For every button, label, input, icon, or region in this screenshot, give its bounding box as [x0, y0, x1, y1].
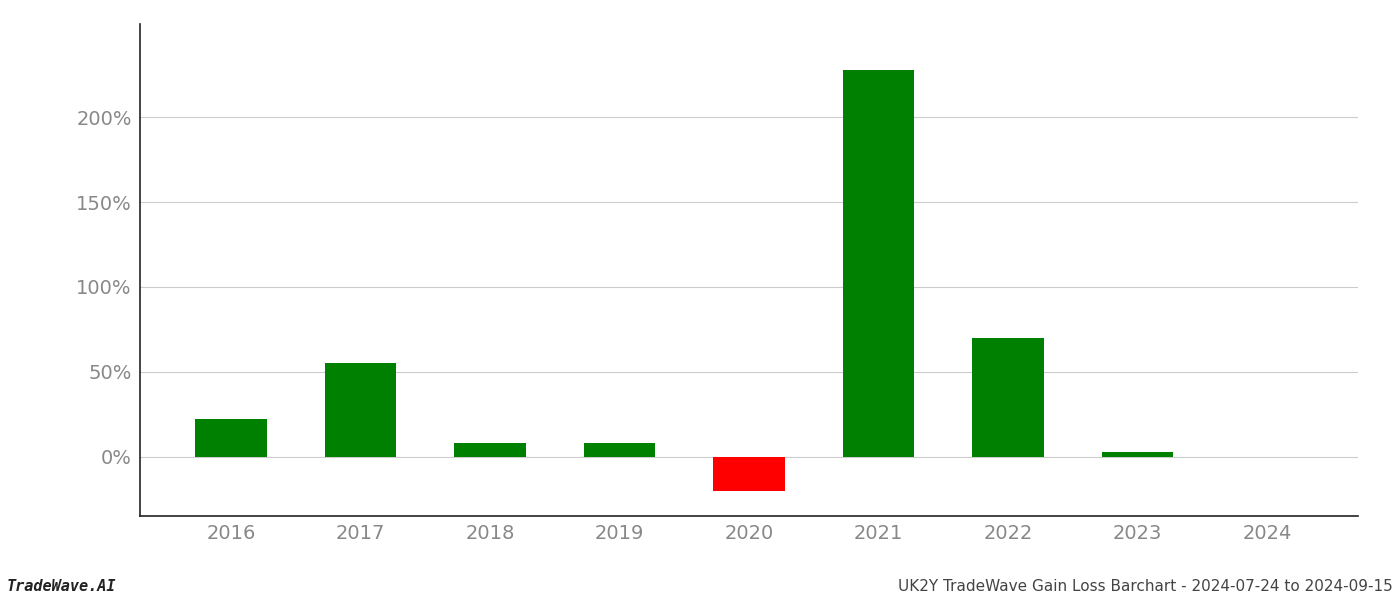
Bar: [843, 70, 914, 457]
Bar: [714, 457, 784, 491]
Bar: [1102, 452, 1173, 457]
Text: TradeWave.AI: TradeWave.AI: [7, 579, 116, 594]
Text: UK2Y TradeWave Gain Loss Barchart - 2024-07-24 to 2024-09-15: UK2Y TradeWave Gain Loss Barchart - 2024…: [899, 579, 1393, 594]
Bar: [455, 443, 525, 457]
Bar: [196, 419, 266, 457]
Bar: [973, 338, 1043, 457]
Bar: [325, 364, 396, 457]
Bar: [584, 443, 655, 457]
